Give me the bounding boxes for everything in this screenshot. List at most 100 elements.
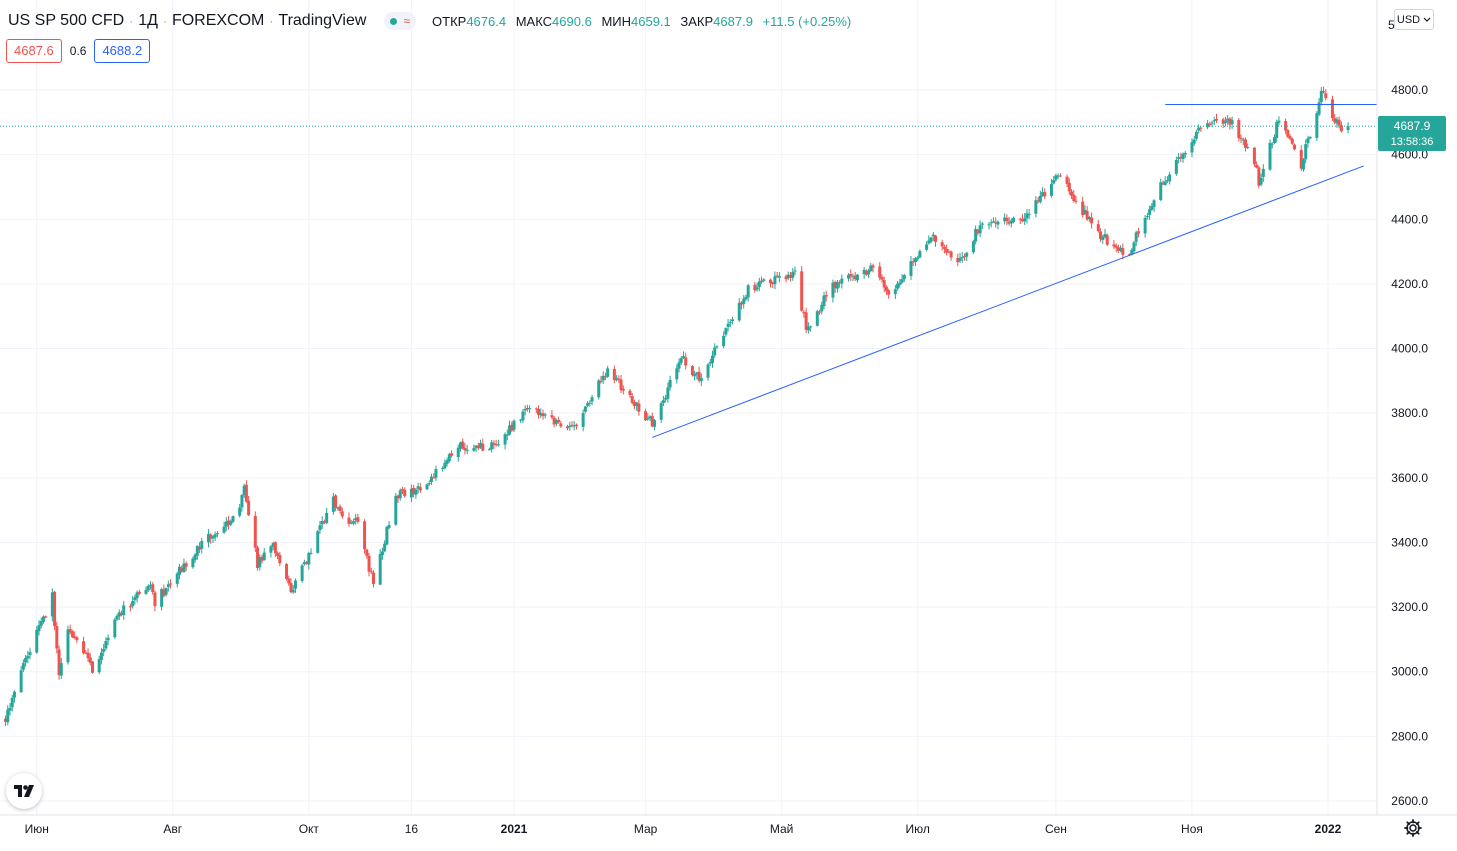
candle [713,343,717,358]
candle [833,280,837,293]
candle [599,376,603,384]
candle [1099,228,1103,243]
tradingview-logo-icon[interactable] [6,773,42,809]
candle [635,401,639,411]
symbol-name[interactable]: US SP 500 CFD [8,12,125,29]
candle [849,269,853,281]
candle [809,325,813,332]
candle [320,516,324,529]
candle [59,657,63,679]
candle [956,253,960,267]
candle [755,282,759,292]
sell-price-button[interactable]: 4687.6 [6,39,62,63]
candle [1081,196,1085,218]
candle [160,587,164,611]
candle [699,373,703,386]
candle [229,519,233,527]
candle [559,421,563,428]
candle [309,548,313,555]
candle [1228,117,1232,130]
candle [1114,243,1118,253]
candle [1105,233,1109,247]
candle [193,553,197,563]
candle [887,288,891,299]
candle [1132,241,1136,255]
buy-price-button[interactable]: 4688.2 [94,39,151,63]
candle [882,276,886,293]
candle [456,444,460,462]
candle [1018,217,1022,225]
candle [760,276,764,284]
candle [372,570,376,588]
close-label: ЗАКР [680,13,714,29]
market-status[interactable]: ≈ [384,12,417,30]
candle [831,279,835,303]
candle [325,507,329,525]
candle [851,273,855,282]
candle [1317,98,1321,117]
candle [728,319,732,328]
market-open-icon [390,17,398,25]
candle [918,249,922,259]
candle [1214,113,1218,123]
candle [82,636,86,655]
candle [659,401,663,424]
candle [820,301,824,315]
candle [1087,216,1091,222]
candle [273,541,277,557]
candle [762,278,766,283]
candle [200,537,204,554]
candle [586,401,590,408]
candle [896,280,900,291]
candle [898,278,902,288]
x-tick-label: 16 [405,822,419,836]
candle [976,228,980,236]
gear-icon[interactable] [1403,818,1423,838]
candle [351,518,355,526]
candle [363,519,367,554]
candle [184,561,188,571]
candle [615,375,619,382]
candle [474,444,478,453]
candle [396,494,400,503]
candle [519,418,523,424]
candle [1025,209,1029,224]
candle [356,513,360,524]
candle [367,552,371,577]
candle [1054,173,1058,182]
candle [1237,117,1241,142]
x-tick-label: Авг [163,822,182,836]
candle [1148,205,1152,220]
candle [1270,142,1274,149]
candle [144,586,148,595]
candle [166,580,170,592]
candle [958,252,962,263]
interval-label[interactable]: 1Д [138,12,158,29]
candle [1136,227,1140,238]
candle [247,495,251,516]
y-tick-label: 4400.0 [1391,212,1428,226]
candle [28,647,32,660]
candle [354,513,358,525]
candle [666,382,670,403]
candle [1023,212,1027,225]
ohlc-legend: ОТКР4676.4 МАКС4690.6 МИН4659.1 ЗАКР4687… [432,14,851,29]
candle [209,533,213,544]
rising-support-trendline[interactable] [652,165,1364,438]
currency-selector[interactable]: USD [1394,9,1434,30]
candle [724,327,728,337]
y-tick-label: 3400.0 [1391,535,1428,549]
candle [681,351,685,359]
candle [1012,216,1016,224]
candle [35,626,39,654]
candle [661,395,665,406]
candle [490,439,494,453]
candle [385,525,389,546]
drawings[interactable] [0,104,1377,438]
candle [1163,176,1167,186]
candle [1255,161,1259,169]
candle [786,271,790,281]
x-tick-label: Июл [905,822,929,836]
candle [791,267,795,281]
